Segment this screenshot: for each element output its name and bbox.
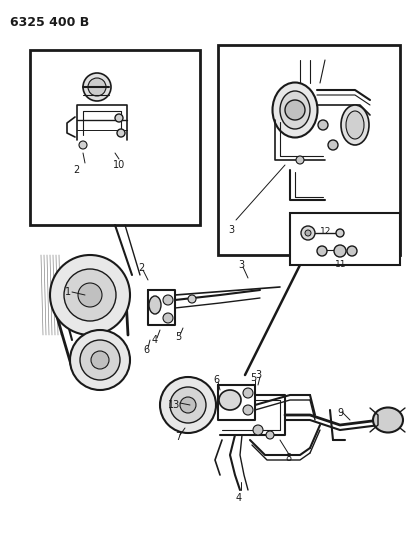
Text: 5: 5: [250, 373, 256, 383]
Text: 6: 6: [143, 345, 149, 355]
Circle shape: [70, 330, 130, 390]
Text: 5: 5: [175, 332, 181, 342]
Circle shape: [334, 245, 346, 257]
Ellipse shape: [273, 83, 317, 138]
Circle shape: [243, 405, 253, 415]
Circle shape: [180, 397, 196, 413]
Circle shape: [336, 229, 344, 237]
Text: 10: 10: [113, 160, 125, 170]
Bar: [218, 45, 400, 255]
Circle shape: [285, 100, 305, 120]
Ellipse shape: [373, 408, 403, 432]
Circle shape: [163, 313, 173, 323]
Ellipse shape: [280, 91, 310, 129]
Circle shape: [83, 73, 111, 101]
Text: 12: 12: [320, 227, 331, 236]
Circle shape: [253, 425, 263, 435]
Text: 2: 2: [73, 165, 79, 175]
Circle shape: [78, 283, 102, 307]
Text: 3: 3: [238, 260, 244, 270]
Circle shape: [296, 156, 304, 164]
Text: 3: 3: [255, 370, 261, 380]
Circle shape: [79, 141, 87, 149]
Ellipse shape: [346, 111, 364, 139]
Text: 1: 1: [65, 287, 71, 297]
Text: 2: 2: [138, 263, 144, 273]
Circle shape: [88, 78, 106, 96]
Circle shape: [305, 230, 311, 236]
Circle shape: [160, 377, 216, 433]
Circle shape: [318, 120, 328, 130]
Circle shape: [188, 295, 196, 303]
Circle shape: [91, 351, 109, 369]
Circle shape: [328, 140, 338, 150]
Text: 8: 8: [285, 453, 291, 463]
Text: 11: 11: [335, 260, 346, 269]
Circle shape: [317, 246, 327, 256]
Bar: [30, 50, 200, 225]
Ellipse shape: [149, 296, 161, 314]
Circle shape: [170, 387, 206, 423]
Circle shape: [266, 431, 274, 439]
Circle shape: [117, 129, 125, 137]
Circle shape: [115, 114, 123, 122]
Text: 9: 9: [337, 408, 343, 418]
Ellipse shape: [219, 390, 241, 410]
Bar: [290, 213, 400, 265]
Circle shape: [347, 246, 357, 256]
Circle shape: [301, 226, 315, 240]
Ellipse shape: [341, 105, 369, 145]
Circle shape: [243, 388, 253, 398]
Text: 13: 13: [168, 400, 180, 410]
Circle shape: [64, 269, 116, 321]
Text: 4: 4: [152, 335, 158, 345]
Circle shape: [80, 340, 120, 380]
Circle shape: [163, 295, 173, 305]
Text: 7: 7: [175, 432, 181, 442]
Text: 3: 3: [228, 225, 234, 235]
Text: 6: 6: [213, 375, 219, 385]
Circle shape: [50, 255, 130, 335]
Text: 4: 4: [236, 493, 242, 503]
Text: 6325 400 B: 6325 400 B: [10, 16, 89, 29]
